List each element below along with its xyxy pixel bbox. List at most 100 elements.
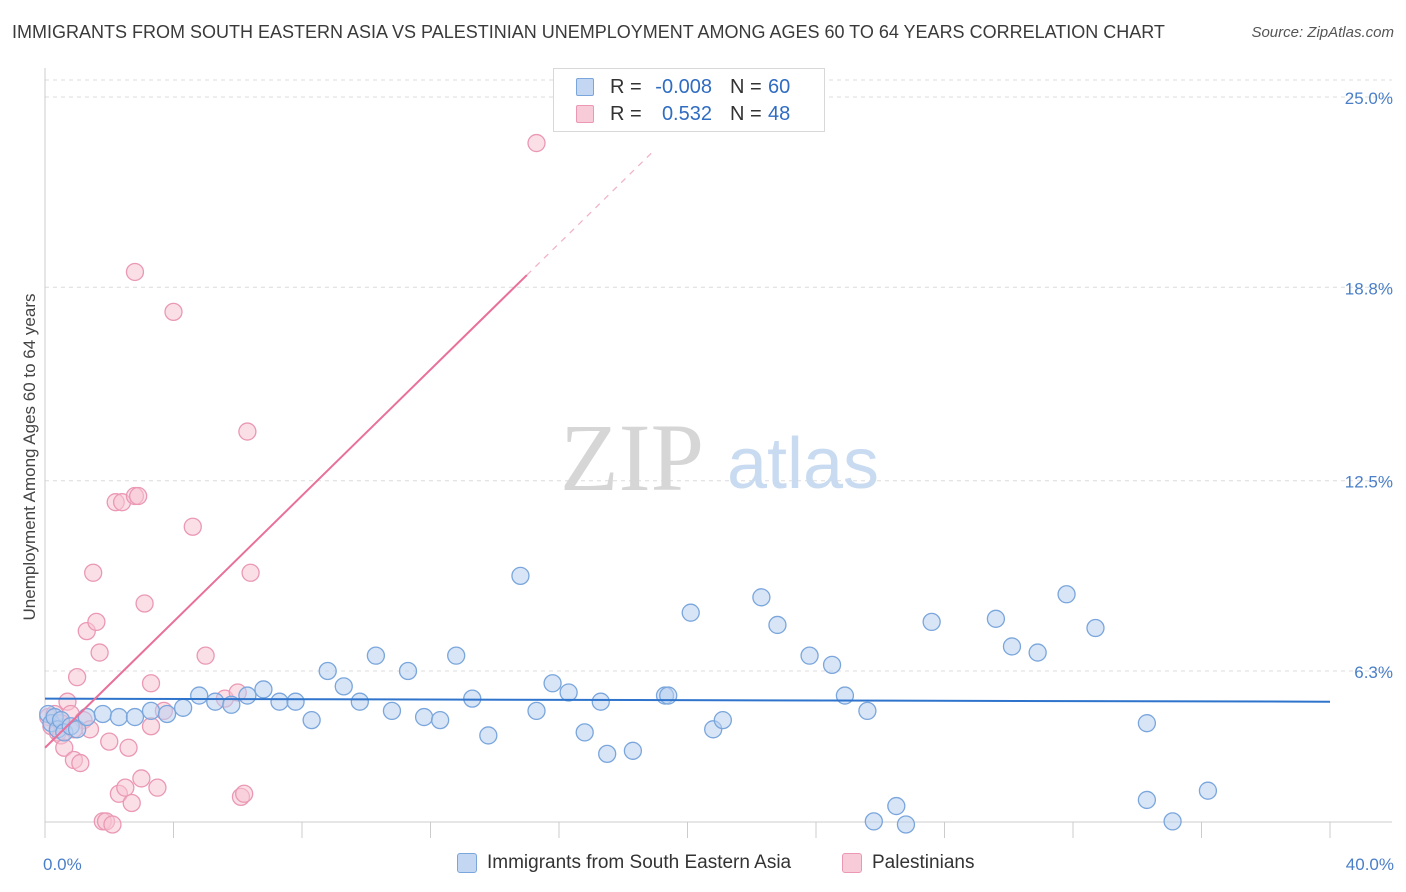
y-tick-label: 25.0% — [1345, 89, 1393, 108]
data-point — [270, 692, 289, 711]
data-point — [241, 563, 260, 582]
correlation-legend: R = -0.008 N = 60 R = 0.532 N = 48 — [553, 68, 825, 132]
data-point — [254, 680, 273, 699]
tick-labels: 6.3% 12.5% 18.8% 25.0% 0.0% 40.0% — [43, 89, 1394, 874]
trend-line-palestinians-extension — [526, 148, 656, 276]
legend-row-pink: R = 0.532 N = 48 — [576, 102, 790, 126]
legend-item-palestinians[interactable]: Palestinians — [842, 852, 974, 874]
data-point — [430, 710, 450, 730]
data-point — [398, 661, 418, 681]
legend-swatch-blue — [576, 78, 594, 96]
legend-n-value: 60 — [768, 75, 791, 98]
legend-r-value: -0.008 — [655, 75, 712, 98]
data-point — [1086, 618, 1105, 638]
data-point — [125, 707, 145, 727]
data-point — [116, 778, 135, 797]
legend-n-value: 48 — [768, 102, 791, 125]
data-point — [559, 683, 578, 702]
data-point — [84, 563, 103, 582]
data-point — [318, 661, 337, 681]
data-point — [463, 689, 482, 708]
data-point — [1028, 643, 1047, 662]
data-point — [479, 726, 498, 745]
legend-r-label: R = — [610, 102, 642, 125]
trend-lines — [44, 148, 1331, 749]
x-tick-label: 40.0% — [1346, 855, 1394, 874]
data-point — [135, 594, 154, 613]
data-point — [887, 796, 906, 816]
x-tick-label: 0.0% — [43, 855, 82, 874]
data-point — [235, 784, 254, 803]
legend-r-label: R = — [610, 75, 642, 98]
data-point — [206, 692, 225, 711]
data-point — [447, 646, 466, 665]
data-point — [1057, 585, 1076, 604]
legend-r-value: 0.532 — [661, 102, 712, 125]
data-point — [382, 701, 402, 721]
y-axis-label: Unemployment Among Ages 60 to 64 years — [20, 294, 39, 621]
data-point — [1002, 637, 1022, 656]
data-point — [1198, 781, 1218, 800]
legend-swatch-pink — [842, 853, 862, 873]
data-point — [527, 133, 546, 153]
data-point — [286, 692, 305, 711]
legend-row-blue: R = -0.008 N = 60 — [576, 75, 790, 99]
data-point — [90, 643, 109, 662]
data-point — [148, 778, 167, 797]
legend-n-label: N = — [730, 75, 762, 98]
watermark-zip: ZIP — [560, 404, 704, 511]
data-point — [334, 677, 353, 696]
data-point — [164, 302, 183, 322]
data-point — [1137, 714, 1157, 733]
data-point — [543, 674, 562, 693]
trend-line-palestinians — [44, 274, 528, 749]
data-point — [119, 738, 138, 757]
data-point — [922, 612, 941, 632]
legend-item-sea-immigrants[interactable]: Immigrants from South Eastern Asia — [457, 852, 791, 874]
data-point — [768, 615, 787, 635]
data-point — [575, 723, 594, 742]
data-point — [858, 701, 877, 721]
legend-label: Palestinians — [872, 852, 975, 873]
data-point — [222, 695, 241, 714]
data-point — [190, 686, 209, 705]
series-legend: Immigrants from South Eastern Asia Pales… — [0, 852, 1406, 878]
data-point — [302, 710, 321, 730]
data-point — [986, 609, 1006, 628]
data-point — [527, 701, 546, 721]
data-point — [238, 686, 257, 705]
data-point — [511, 566, 530, 585]
data-point — [350, 692, 369, 711]
data-point — [659, 686, 678, 705]
legend-n-label: N = — [730, 102, 762, 125]
data-point — [366, 646, 386, 665]
data-point — [681, 603, 700, 622]
legend-swatch-pink — [576, 105, 594, 123]
data-point — [109, 707, 129, 727]
data-point — [129, 486, 148, 506]
data-point — [141, 701, 161, 721]
data-point — [87, 612, 106, 632]
palestinians-series — [39, 133, 546, 834]
data-point — [100, 732, 119, 751]
data-point — [598, 744, 617, 764]
data-point — [77, 707, 96, 727]
data-point — [67, 720, 87, 739]
data-point — [896, 815, 916, 834]
data-point — [864, 812, 883, 831]
data-point — [183, 517, 202, 536]
data-point — [752, 588, 771, 607]
data-point — [157, 704, 177, 724]
data-point — [141, 717, 161, 736]
data-point — [591, 692, 610, 711]
y-tick-label: 12.5% — [1345, 473, 1393, 492]
data-point — [103, 815, 122, 834]
source-label: Source: ZipAtlas.com — [1251, 24, 1394, 41]
data-point — [1137, 790, 1157, 810]
data-point — [173, 698, 193, 717]
legend-swatch-blue — [457, 853, 477, 873]
watermark-atlas: atlas — [727, 424, 879, 504]
data-point — [71, 753, 90, 773]
data-point — [132, 769, 151, 788]
